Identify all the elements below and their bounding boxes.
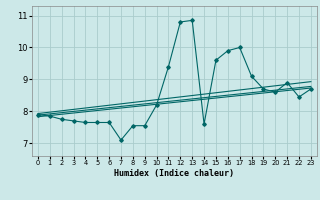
- X-axis label: Humidex (Indice chaleur): Humidex (Indice chaleur): [115, 169, 234, 178]
